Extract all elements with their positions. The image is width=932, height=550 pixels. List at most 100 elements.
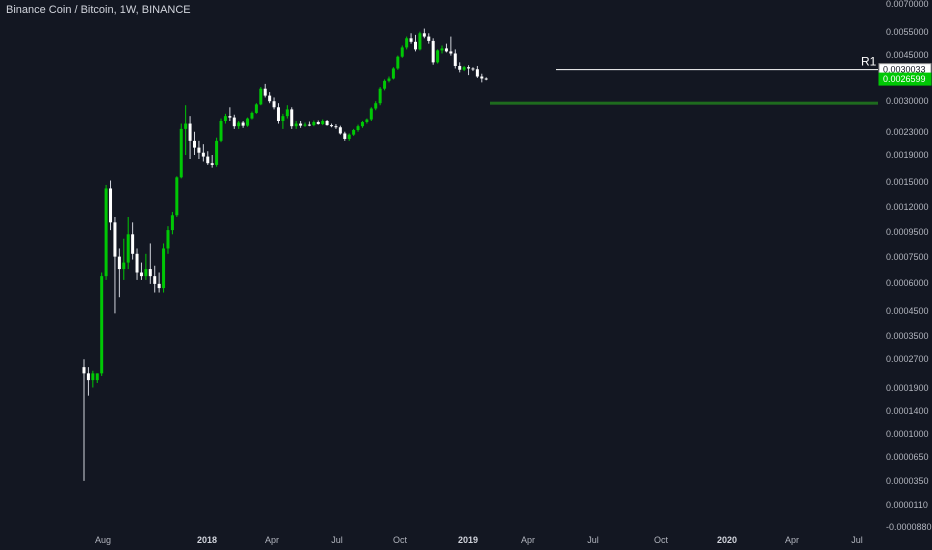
candle: [175, 176, 179, 217]
candle-body: [272, 101, 276, 108]
time-tick-label: Apr: [785, 535, 799, 545]
candle-body: [263, 88, 267, 96]
candle: [228, 107, 232, 122]
candle-body: [135, 253, 139, 273]
time-tick-label: 2018: [197, 535, 217, 545]
candle: [126, 216, 130, 270]
candle-body: [188, 123, 192, 141]
price-tick-label: 0.0045000: [886, 50, 929, 60]
candle: [440, 45, 444, 54]
candle: [471, 67, 475, 72]
candle-body: [148, 269, 152, 277]
candle: [414, 34, 417, 52]
candle: [405, 36, 409, 50]
candle-body: [285, 109, 289, 117]
time-tick-label: Aug: [95, 535, 111, 545]
last-price-tag-bg: [878, 72, 932, 86]
candle: [475, 65, 479, 78]
candle-body: [162, 248, 166, 289]
candle-body: [458, 65, 462, 70]
candle: [299, 121, 303, 128]
candle-body: [418, 33, 422, 50]
candle-body: [303, 124, 307, 126]
candle: [453, 49, 457, 69]
candle: [131, 222, 135, 260]
candle-body: [422, 33, 426, 37]
candle-body: [387, 78, 391, 81]
candle: [188, 116, 192, 159]
r1-price-tag-text: 0.0030033: [883, 65, 926, 75]
candle-body: [153, 276, 157, 284]
candle: [232, 114, 236, 129]
candle: [285, 105, 289, 119]
candle: [184, 105, 188, 156]
levels-layer: R1: [490, 55, 878, 105]
candle-body: [219, 121, 223, 141]
price-tick-label: 0.0019000: [886, 150, 929, 160]
candle-body: [109, 188, 113, 223]
time-tick-label: Jul: [331, 535, 343, 545]
candle-body: [307, 124, 311, 126]
price-tick-label: 0.0001000: [886, 429, 929, 439]
candle: [400, 45, 404, 58]
candle-body: [268, 95, 272, 102]
candle-body: [223, 116, 227, 122]
time-tick-label: Apr: [265, 535, 279, 545]
candle: [325, 120, 329, 126]
candle: [100, 272, 104, 376]
candle-body: [475, 69, 479, 77]
candle: [431, 38, 435, 65]
candle-body: [197, 147, 201, 153]
candle-body: [228, 116, 232, 118]
candle: [396, 55, 400, 70]
candle-body: [201, 152, 205, 157]
candle: [387, 76, 391, 83]
candle: [263, 83, 267, 98]
candle-body: [299, 123, 303, 126]
candle-body: [343, 133, 347, 139]
candle-body: [369, 108, 373, 120]
candle-body: [378, 88, 382, 104]
candle-body: [356, 126, 360, 131]
candle-body: [449, 51, 453, 54]
candle: [237, 121, 241, 129]
candle: [144, 253, 148, 280]
candle: [193, 131, 196, 156]
candle-body: [405, 38, 409, 48]
candle: [210, 155, 214, 168]
candle-body: [427, 36, 431, 41]
candle-body: [312, 122, 316, 126]
candle-body: [122, 262, 126, 270]
price-tick-label: 0.0001400: [886, 406, 929, 416]
candle: [444, 43, 448, 53]
candle: [365, 118, 369, 124]
time-tick-label: Apr: [521, 535, 535, 545]
price-tick-label: 0.0055000: [886, 27, 929, 37]
candle-body: [246, 118, 250, 126]
candle-body: [294, 123, 298, 127]
price-tick-label: 0.0030000: [886, 96, 929, 106]
candle-body: [175, 177, 179, 216]
price-axis: 0.00700000.00550000.00450000.00370000.00…: [886, 0, 932, 532]
candle: [157, 272, 161, 293]
candle-body: [409, 38, 413, 42]
candle: [467, 65, 471, 76]
candle: [436, 49, 440, 64]
candle: [148, 243, 152, 284]
last-price-tag-text: 0.0026599: [883, 74, 926, 84]
candle-body: [166, 230, 170, 249]
candle-body: [86, 373, 90, 381]
time-tick-label: 2019: [458, 535, 478, 545]
time-tick-label: Jul: [851, 535, 863, 545]
candle-body: [91, 373, 95, 381]
candle-body: [241, 122, 245, 126]
candle: [303, 122, 307, 127]
candle: [276, 103, 280, 124]
candle-body: [400, 47, 404, 57]
candle-body: [471, 68, 475, 70]
support-line: [490, 101, 878, 105]
candle-body: [82, 367, 86, 374]
last-price-tag: 0.0026599: [878, 72, 932, 86]
candle: [179, 123, 183, 179]
